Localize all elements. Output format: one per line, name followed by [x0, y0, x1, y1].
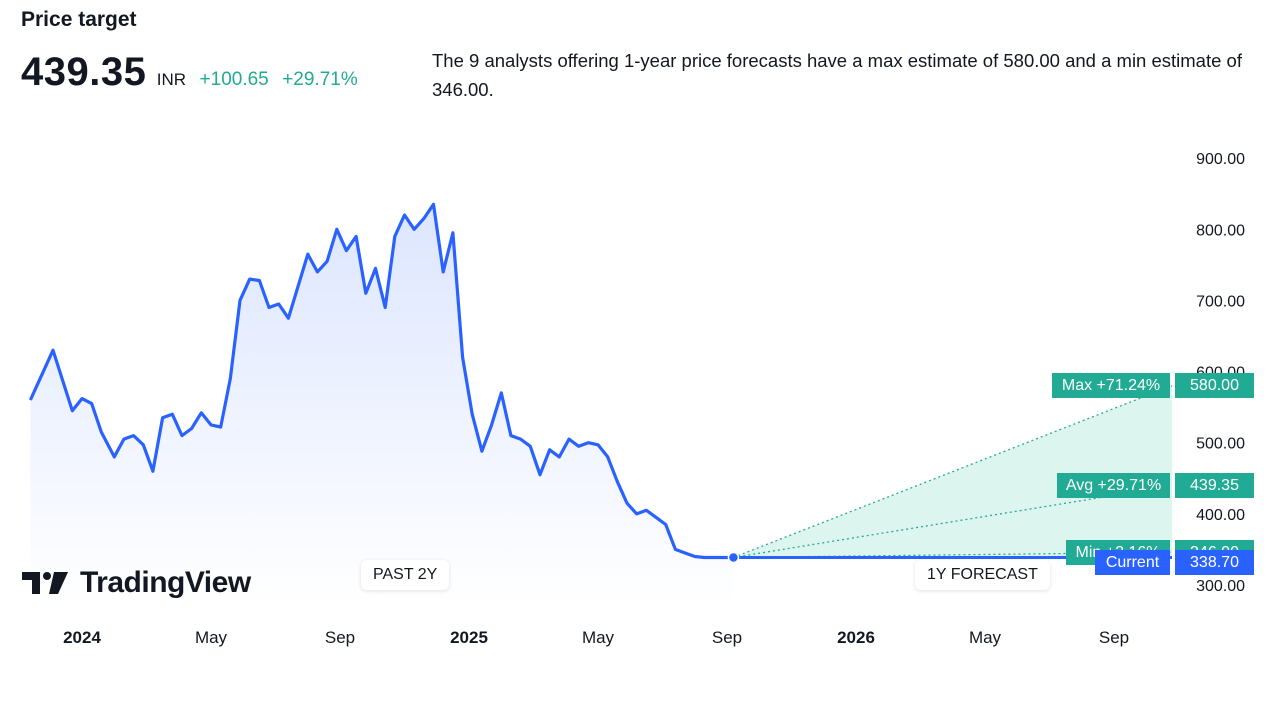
- price-target-value: 439.35: [21, 50, 147, 94]
- x-tick-label: 2026: [837, 628, 875, 647]
- price-row: 439.35 INR +100.65 +29.71%: [21, 50, 358, 95]
- max-estimate-label: Max +71.24%: [1052, 373, 1170, 399]
- x-tick-label: May: [582, 628, 615, 647]
- past-2y-label: PAST 2Y: [361, 560, 450, 590]
- price-change-percent: +29.71%: [282, 69, 358, 90]
- x-tick-label: Sep: [1099, 628, 1129, 647]
- y-tick-label: 500.00: [1196, 436, 1245, 453]
- current-price-value: 338.70: [1175, 549, 1254, 575]
- y-tick-label: 800.00: [1196, 222, 1245, 239]
- max-estimate-value: 580.00: [1175, 373, 1254, 399]
- avg-estimate-value: 439.35: [1175, 473, 1254, 499]
- tradingview-logo-text: TradingView: [80, 566, 251, 599]
- analyst-summary: The 9 analysts offering 1-year price for…: [432, 50, 1242, 100]
- y-axis: 900.00800.00700.00600.00500.00400.00300.…: [1196, 151, 1245, 595]
- x-axis: 2024 May Sep 2025 May Sep 2026 May Sep: [63, 628, 1129, 647]
- y-tick-label: 400.00: [1196, 507, 1245, 524]
- y-tick-label: 900.00: [1196, 151, 1245, 168]
- x-tick-label: Sep: [712, 628, 742, 647]
- price-history-line: [28, 202, 734, 560]
- tradingview-logo-icon: [22, 572, 68, 594]
- x-tick-label: May: [969, 628, 1002, 647]
- price-history-area: [30, 204, 734, 606]
- avg-estimate-label: Avg +29.71%: [1057, 473, 1170, 499]
- currency-label: INR: [156, 70, 187, 89]
- forecast-1y-label: 1Y FORECAST: [915, 560, 1050, 590]
- x-tick-label: Sep: [325, 628, 355, 647]
- y-tick-label: 700.00: [1196, 293, 1245, 310]
- x-tick-label: May: [195, 628, 228, 647]
- current-price-marker[interactable]: [727, 551, 740, 564]
- y-tick-label: 300.00: [1196, 578, 1245, 595]
- x-tick-label: 2025: [450, 628, 488, 647]
- x-tick-label: 2024: [63, 628, 101, 647]
- price-change: +100.65: [199, 69, 269, 90]
- tradingview-logo[interactable]: TradingView: [22, 566, 251, 600]
- page-title: Price target: [21, 8, 137, 31]
- current-price-label: Current: [1095, 549, 1170, 575]
- forecast-max-line: [733, 385, 1173, 559]
